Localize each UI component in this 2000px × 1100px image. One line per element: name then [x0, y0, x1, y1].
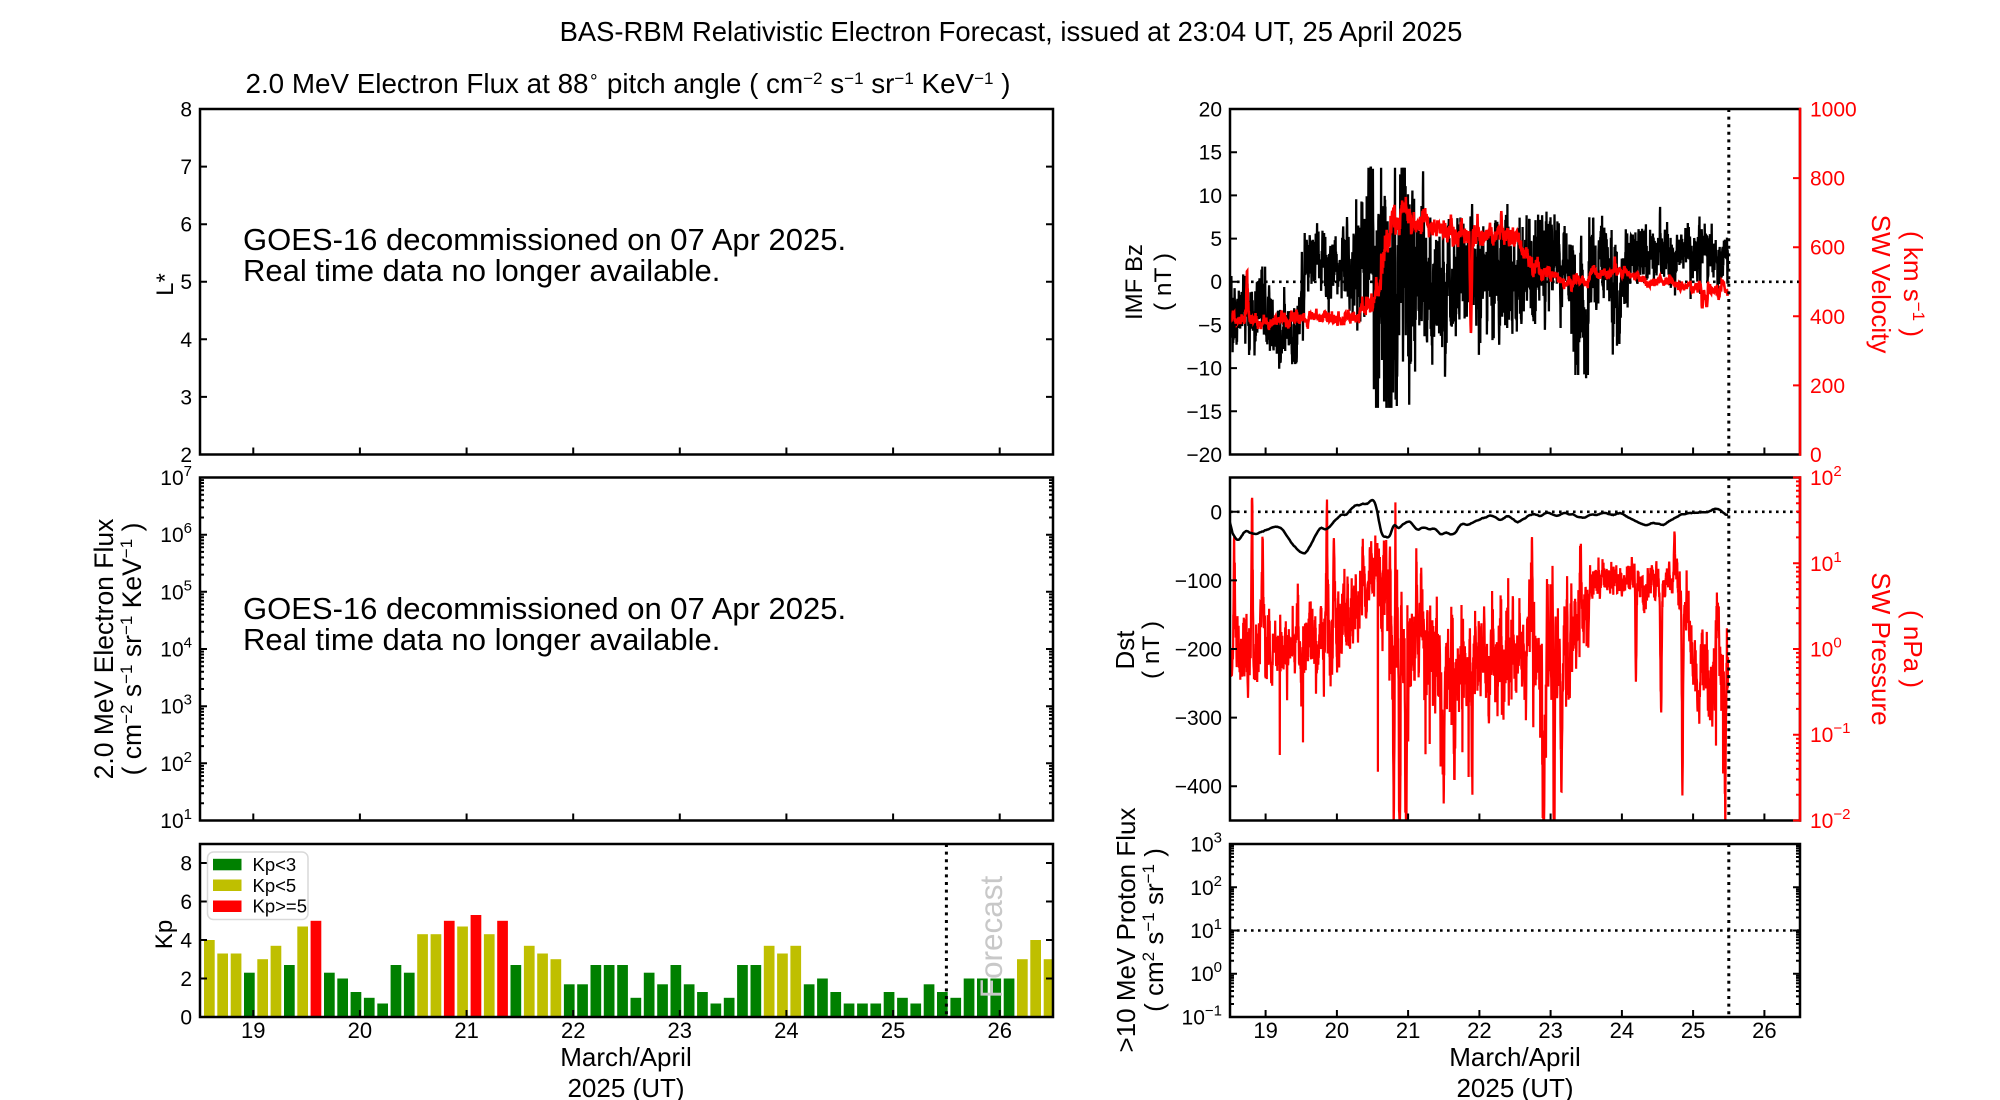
svg-text:GOES-16 decommissioned on 07 A: GOES-16 decommissioned on 07 Apr 2025.	[243, 591, 846, 626]
svg-text:Real time data no longer avail: Real time data no longer available.	[243, 253, 720, 288]
svg-text:( cm−2 s−1 sr−1 KeV−1 ): ( cm−2 s−1 sr−1 KeV−1 )	[117, 523, 147, 776]
svg-text:( km s−1 ): ( km s−1 )	[1898, 231, 1928, 337]
svg-text:>10 MeV Proton Flux: >10 MeV Proton Flux	[1111, 808, 1141, 1053]
svg-text:2.0 MeV Electron Flux: 2.0 MeV Electron Flux	[89, 519, 119, 780]
svg-text:( nT ): ( nT )	[1138, 621, 1165, 679]
svg-text:10−2: 10−2	[1810, 806, 1850, 833]
svg-text:25: 25	[881, 1018, 905, 1043]
svg-text:SW Pressure: SW Pressure	[1866, 572, 1896, 725]
svg-text:0: 0	[180, 1007, 192, 1030]
svg-text:Real time data no longer avail: Real time data no longer available.	[243, 622, 720, 657]
svg-text:5: 5	[1210, 228, 1222, 251]
svg-text:−400: −400	[1175, 776, 1222, 799]
svg-text:−200: −200	[1175, 639, 1222, 662]
svg-text:23: 23	[1538, 1018, 1562, 1043]
svg-text:24: 24	[1610, 1018, 1634, 1043]
svg-text:−5: −5	[1198, 314, 1222, 337]
svg-text:2025 (UT): 2025 (UT)	[1456, 1073, 1573, 1100]
svg-text:7: 7	[180, 156, 192, 179]
svg-text:23: 23	[668, 1018, 692, 1043]
svg-text:4: 4	[180, 930, 192, 953]
svg-text:−10: −10	[1186, 358, 1222, 381]
svg-text:6: 6	[180, 891, 192, 914]
svg-text:−300: −300	[1175, 707, 1222, 730]
svg-text:26: 26	[987, 1018, 1011, 1043]
svg-text:600: 600	[1810, 237, 1845, 260]
svg-text:400: 400	[1810, 306, 1845, 329]
svg-text:Forecast: Forecast	[973, 875, 1009, 998]
svg-text:( nPa ): ( nPa )	[1898, 610, 1928, 688]
svg-text:SW Velocity: SW Velocity	[1866, 215, 1896, 354]
svg-text:L*: L*	[152, 273, 179, 296]
svg-text:20: 20	[1325, 1018, 1349, 1043]
svg-text:26: 26	[1752, 1018, 1776, 1043]
svg-text:101: 101	[160, 806, 192, 833]
svg-text:2025 (UT): 2025 (UT)	[567, 1073, 684, 1100]
svg-text:20: 20	[1199, 99, 1222, 122]
svg-text:2: 2	[180, 444, 192, 467]
svg-text:GOES-16 decommissioned on 07 A: GOES-16 decommissioned on 07 Apr 2025.	[243, 222, 846, 257]
svg-text:200: 200	[1810, 375, 1845, 398]
svg-text:4: 4	[180, 329, 192, 352]
svg-text:8: 8	[180, 853, 192, 876]
svg-text:Kp>=5: Kp>=5	[253, 896, 308, 917]
svg-text:2: 2	[180, 968, 192, 991]
svg-text:15: 15	[1199, 142, 1222, 165]
svg-text:5: 5	[180, 271, 192, 294]
svg-text:Kp<5: Kp<5	[253, 875, 297, 896]
svg-text:21: 21	[454, 1018, 478, 1043]
svg-text:−100: −100	[1175, 570, 1222, 593]
svg-text:2.0 MeV Electron Flux at 88∘ p: 2.0 MeV Electron Flux at 88∘ pitch angle…	[246, 67, 1011, 99]
svg-text:10: 10	[1199, 185, 1222, 208]
svg-text:19: 19	[1253, 1018, 1277, 1043]
svg-text:IMF Bz: IMF Bz	[1121, 244, 1148, 320]
svg-text:19: 19	[241, 1018, 265, 1043]
svg-text:3: 3	[180, 386, 192, 409]
svg-text:Dst: Dst	[1110, 630, 1140, 670]
svg-text:1000: 1000	[1810, 99, 1857, 122]
svg-text:Kp: Kp	[151, 920, 178, 949]
svg-text:0: 0	[1210, 271, 1222, 294]
svg-text:800: 800	[1810, 168, 1845, 191]
svg-text:0: 0	[1810, 444, 1822, 467]
svg-text:24: 24	[774, 1018, 798, 1043]
svg-text:22: 22	[561, 1018, 585, 1043]
svg-text:−15: −15	[1186, 401, 1222, 424]
svg-text:25: 25	[1681, 1018, 1705, 1043]
svg-text:22: 22	[1467, 1018, 1491, 1043]
svg-text:March/April: March/April	[560, 1042, 691, 1072]
svg-text:−20: −20	[1186, 444, 1222, 467]
svg-text:( nT ): ( nT )	[1150, 253, 1177, 311]
svg-text:BAS-RBM Relativistic Electron: BAS-RBM Relativistic Electron Forecast, …	[560, 16, 1463, 47]
svg-text:6: 6	[180, 214, 192, 237]
svg-text:Kp<3: Kp<3	[253, 854, 297, 875]
svg-text:0: 0	[1210, 501, 1222, 524]
svg-text:March/April: March/April	[1449, 1042, 1580, 1072]
svg-text:103: 103	[1190, 830, 1222, 857]
svg-text:21: 21	[1396, 1018, 1420, 1043]
svg-text:8: 8	[180, 99, 192, 122]
svg-text:20: 20	[348, 1018, 372, 1043]
